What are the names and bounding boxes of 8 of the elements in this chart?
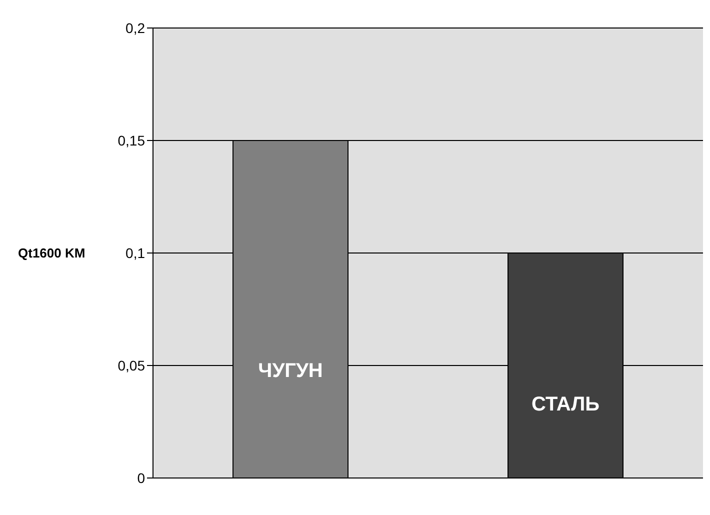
- y-tick-label: 0,05: [118, 357, 146, 374]
- x-tick-label: СТАЛЬ: [532, 394, 600, 416]
- x-tick-label: ЧУГУН: [258, 360, 323, 382]
- y-tick-label: 0: [137, 470, 146, 486]
- y-tick-label: 0,2: [126, 20, 146, 36]
- y-axis-title: Qt1600 KM: [18, 246, 86, 261]
- y-tick-label: 0,15: [118, 132, 146, 148]
- y-tick-label: 0,1: [126, 244, 146, 261]
